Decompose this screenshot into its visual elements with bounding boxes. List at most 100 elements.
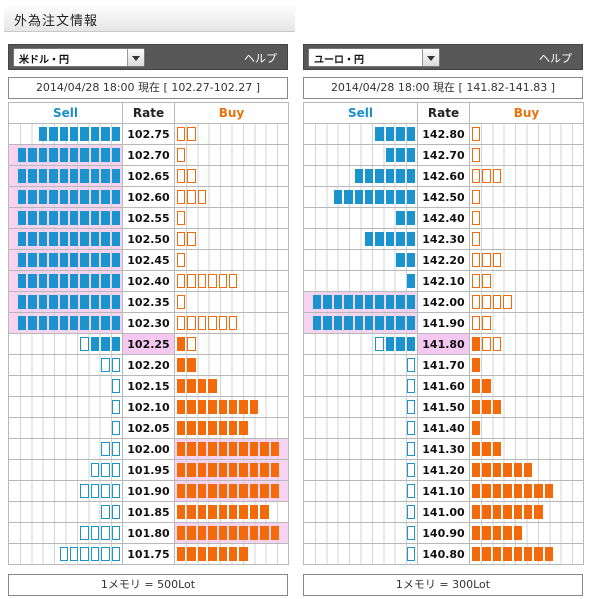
sell-volume-cell [303,375,418,397]
sell-bar-block [18,253,27,267]
sell-bar-block [375,190,384,204]
sell-bar-block [375,232,384,246]
sell-bar-block [90,169,100,183]
sell-bar-block [38,295,48,309]
chevron-down-icon[interactable] [422,49,439,66]
buy-bar-block [503,547,512,561]
sell-bar-block [385,148,395,162]
buy-bar-block [472,421,481,435]
sell-bars [365,232,415,246]
buy-bars [472,232,481,246]
currency-pair-select[interactable]: ユーロ・円 [308,48,440,67]
sell-bar-block [406,337,415,351]
sell-bar-block [38,253,48,267]
sell-bar-block [333,316,343,330]
buy-bar-block [177,526,186,540]
table-row: 141.80 [303,333,584,355]
buy-bar-block [513,484,522,498]
buy-volume-cell [174,438,289,460]
buy-bar-block-outline [218,316,227,330]
buy-bar-block-outline [187,337,196,351]
sell-bar-block-outline [406,505,415,519]
buy-bar-block [239,463,248,477]
buy-bar-block [239,526,248,540]
buy-volume-cell [469,480,584,502]
rate-cell: 141.40 [417,417,470,439]
buy-bar-block [249,484,259,498]
sell-bar-block-outline [111,379,120,393]
sell-volume-cell [303,501,418,523]
table-row: 102.00 [8,438,289,460]
buy-bar-block-outline [177,190,186,204]
help-link[interactable]: ヘルプ [244,52,277,65]
buy-bar-block-outline [197,190,207,204]
table-row: 102.10 [8,396,289,418]
buy-bar-block [482,505,491,519]
buy-bar-block [492,526,502,540]
help-link[interactable]: ヘルプ [539,52,572,65]
buy-volume-cell [469,207,584,229]
buy-bar-block [239,547,248,561]
order-panel-usdjpy: 米ドル・円 ヘルプ 2014/04/28 18:00 現在 [ 102.27-1… [8,44,289,596]
buy-bar-block [249,442,259,456]
buy-bars [177,358,196,372]
buy-bar-block [177,484,186,498]
buy-bar-block-outline [187,232,196,246]
rate-cell: 141.00 [417,501,470,523]
buy-bars [472,547,554,561]
sell-bars [333,190,415,204]
buy-bars [177,274,238,288]
buy-bar-block [177,358,186,372]
sell-bar-block-outline [406,463,415,477]
rate-cell: 142.00 [417,291,470,313]
buy-bar-block-outline [208,316,217,330]
buy-bar-block [228,442,238,456]
buy-bar-block-outline [177,211,186,225]
buy-bar-block [513,505,522,519]
table-row: 141.20 [303,459,584,481]
sell-bar-block [28,232,37,246]
sell-bar-block [70,211,79,225]
table-row: 142.50 [303,186,584,208]
chevron-down-icon[interactable] [127,49,144,66]
sell-bar-block [70,253,79,267]
sell-volume-cell [303,123,418,145]
buy-volume-cell [469,396,584,418]
buy-bars [177,127,196,141]
table-row: 140.90 [303,522,584,544]
sell-volume-cell [303,522,418,544]
sell-bars [38,127,120,141]
buy-bars [177,337,196,351]
rate-cell: 102.45 [122,249,175,271]
sell-bar-block [313,316,322,330]
sell-bar-block-outline [406,421,415,435]
buy-bar-block [187,421,196,435]
sell-volume-cell [8,207,123,229]
buy-bar-block [187,442,196,456]
sell-bar-block [396,211,405,225]
sell-bar-block [354,316,364,330]
sell-bar-block [333,190,343,204]
table-row: 102.70 [8,144,289,166]
buy-bar-block [492,463,502,477]
sell-header: Sell [8,102,123,124]
page-header: 外為注文情報 [4,4,295,32]
buy-bar-block-outline [482,253,491,267]
rate-cell: 140.90 [417,522,470,544]
buy-bar-block [523,463,533,477]
buy-volume-cell [174,123,289,145]
buy-bar-block-outline [472,127,481,141]
buy-bars [177,316,238,330]
sell-volume-cell [303,333,418,355]
table-row: 141.00 [303,501,584,523]
sell-bar-block-outline [90,526,100,540]
sell-volume-cell [303,165,418,187]
currency-pair-select[interactable]: 米ドル・円 [13,48,145,67]
sell-bar-block [90,127,100,141]
buy-bar-block [187,505,196,519]
sell-bar-block-outline [406,400,415,414]
sell-bar-block [396,148,405,162]
sell-bar-block [38,211,48,225]
table-row: 141.90 [303,312,584,334]
buy-bar-block [218,400,227,414]
